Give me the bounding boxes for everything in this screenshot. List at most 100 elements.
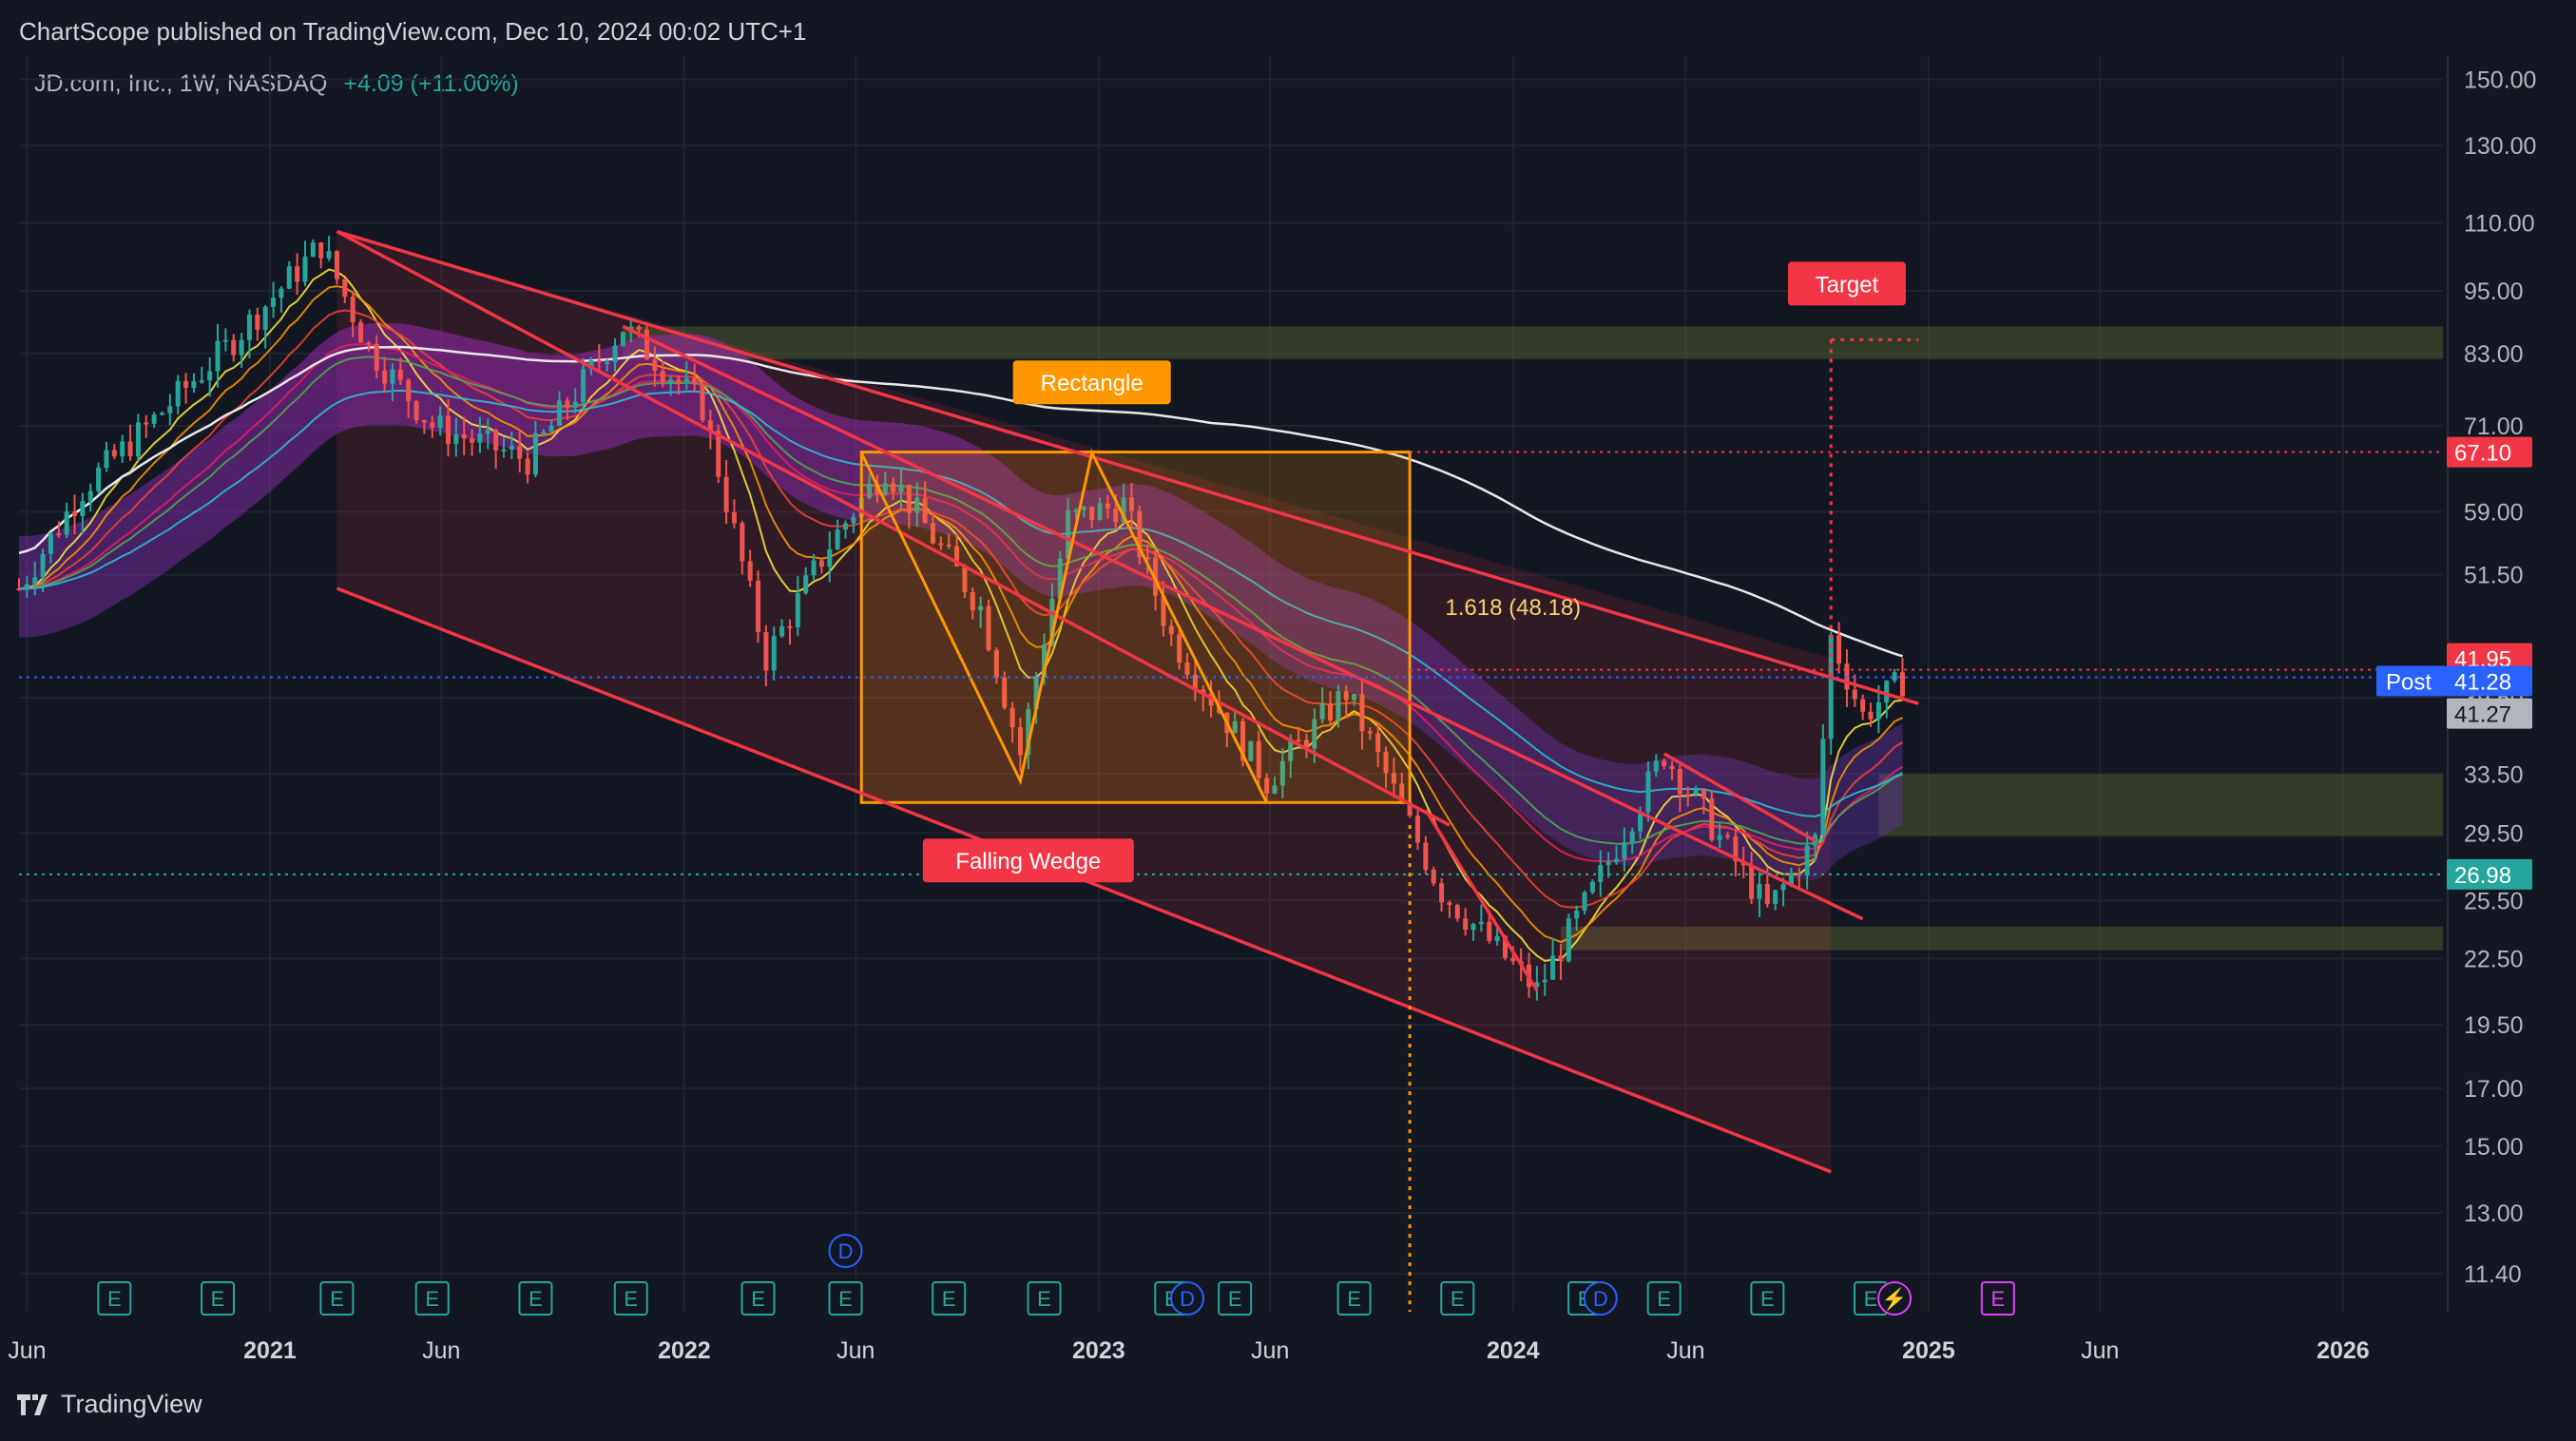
candle-body	[135, 422, 141, 457]
annotation-box	[1012, 360, 1171, 405]
candle-body	[740, 523, 745, 562]
candle-body	[581, 369, 586, 402]
candle-body	[207, 371, 213, 381]
candle-body	[1121, 497, 1126, 523]
candle-body	[24, 584, 29, 589]
candle-body	[1399, 783, 1405, 803]
y-tick-label: 110.00	[2464, 211, 2535, 238]
candle-body	[843, 523, 849, 530]
price-chart[interactable]: Target Rectangle Falling Wedge 1.618 (48.18…	[0, 49, 2576, 1380]
candle-body	[1105, 503, 1110, 509]
candle-body	[1669, 765, 1675, 770]
ma-ribbon-line	[18, 285, 1903, 944]
price-zone	[1560, 926, 2443, 951]
candle-body	[334, 251, 339, 279]
candle-body	[1828, 635, 1834, 740]
candle-body	[787, 625, 793, 628]
candle-body	[1860, 699, 1866, 712]
candle-body	[565, 400, 570, 409]
candle-body	[1201, 689, 1206, 694]
y-tick-label: 22.50	[2464, 946, 2524, 972]
y-tick-label: 33.50	[2464, 761, 2524, 788]
candle-body	[271, 298, 277, 307]
candle-body	[120, 441, 125, 457]
candle-body	[1168, 625, 1174, 635]
candle-body	[1764, 883, 1770, 905]
candle-body	[382, 370, 388, 384]
candle-body	[1153, 557, 1159, 596]
y-tick-label: 51.50	[2464, 563, 2524, 589]
candle-body	[374, 343, 379, 371]
candle-body	[1359, 694, 1365, 732]
event-marker-label: ⚡	[1881, 1287, 1907, 1312]
candle-body	[151, 414, 157, 424]
candle-body	[326, 251, 332, 259]
candle-body	[1431, 870, 1436, 884]
candle-body	[1709, 798, 1715, 840]
fib-label: 1.618 (48.18)	[1445, 595, 1581, 621]
candle-body	[127, 441, 133, 457]
candle-body	[993, 649, 999, 678]
symbol-legend[interactable]: JD.com, Inc., 1W, NASDAQ +4.09 (+11.00%)	[34, 70, 519, 98]
candle-body	[72, 511, 78, 516]
candle-body	[779, 625, 785, 637]
candle-body	[716, 431, 721, 477]
candle-body	[215, 340, 221, 372]
candle-body	[1899, 672, 1905, 697]
header-bar: ChartScope published on TradingView.com,…	[0, 0, 2576, 65]
candle-body	[1447, 902, 1452, 906]
purple-ma-band	[19, 323, 1903, 880]
candle-body	[493, 430, 499, 451]
candle-body	[1264, 778, 1270, 794]
candle-body	[1653, 760, 1659, 772]
candle-body	[1296, 740, 1301, 742]
brand-name: TradingView	[61, 1390, 202, 1418]
candle-body	[1407, 802, 1413, 817]
candle-body	[470, 438, 475, 443]
y-tick-label: 95.00	[2464, 279, 2524, 305]
candle-body	[731, 511, 737, 524]
event-marker-label: E	[211, 1287, 225, 1311]
earnings-marker	[828, 1281, 863, 1316]
event-marker-label: E	[942, 1287, 956, 1311]
candle-body	[612, 345, 618, 363]
candle-body	[1097, 503, 1103, 521]
candle-body	[1589, 881, 1595, 893]
candle-body	[891, 483, 896, 492]
candle-body	[1502, 935, 1508, 958]
candle-body	[342, 279, 348, 298]
candle-body	[358, 322, 364, 343]
candle-body	[938, 543, 944, 546]
candle-body	[1622, 842, 1627, 859]
annotation-label: Falling Wedge	[955, 849, 1101, 874]
tradingview-logo[interactable]: TradingView	[17, 1390, 202, 1419]
candle-body	[1875, 702, 1881, 720]
published-caption: ChartScope published on TradingView.com,…	[19, 17, 807, 46]
candle-body	[1319, 703, 1325, 720]
candle-body	[1066, 510, 1071, 559]
candle-body	[1184, 663, 1190, 675]
candle-body	[1439, 883, 1445, 903]
y-tick-label: 15.00	[2464, 1134, 2524, 1161]
candle-body	[1892, 672, 1897, 682]
earnings-marker	[414, 1281, 450, 1316]
earnings-marker	[740, 1281, 776, 1316]
candle-body	[1558, 955, 1564, 962]
candle-body	[898, 484, 904, 492]
channel-upper-line	[336, 229, 1919, 705]
price-label-box	[2447, 858, 2532, 890]
post-label-text: Post	[2386, 669, 2432, 695]
dividend-marker	[828, 1234, 863, 1268]
candle-body	[80, 501, 86, 516]
moving-average-bands	[18, 268, 1904, 962]
channel-shade	[336, 231, 1832, 1172]
candle-body	[1836, 635, 1842, 664]
event-marker-label: E	[751, 1287, 765, 1311]
candle-body	[930, 523, 935, 544]
candle-body	[660, 371, 665, 382]
candle-body	[525, 458, 530, 475]
candle-body	[199, 380, 204, 383]
candle-body	[851, 517, 856, 524]
tradingview-logo-icon	[17, 1393, 48, 1415]
candle-body	[1574, 910, 1580, 919]
